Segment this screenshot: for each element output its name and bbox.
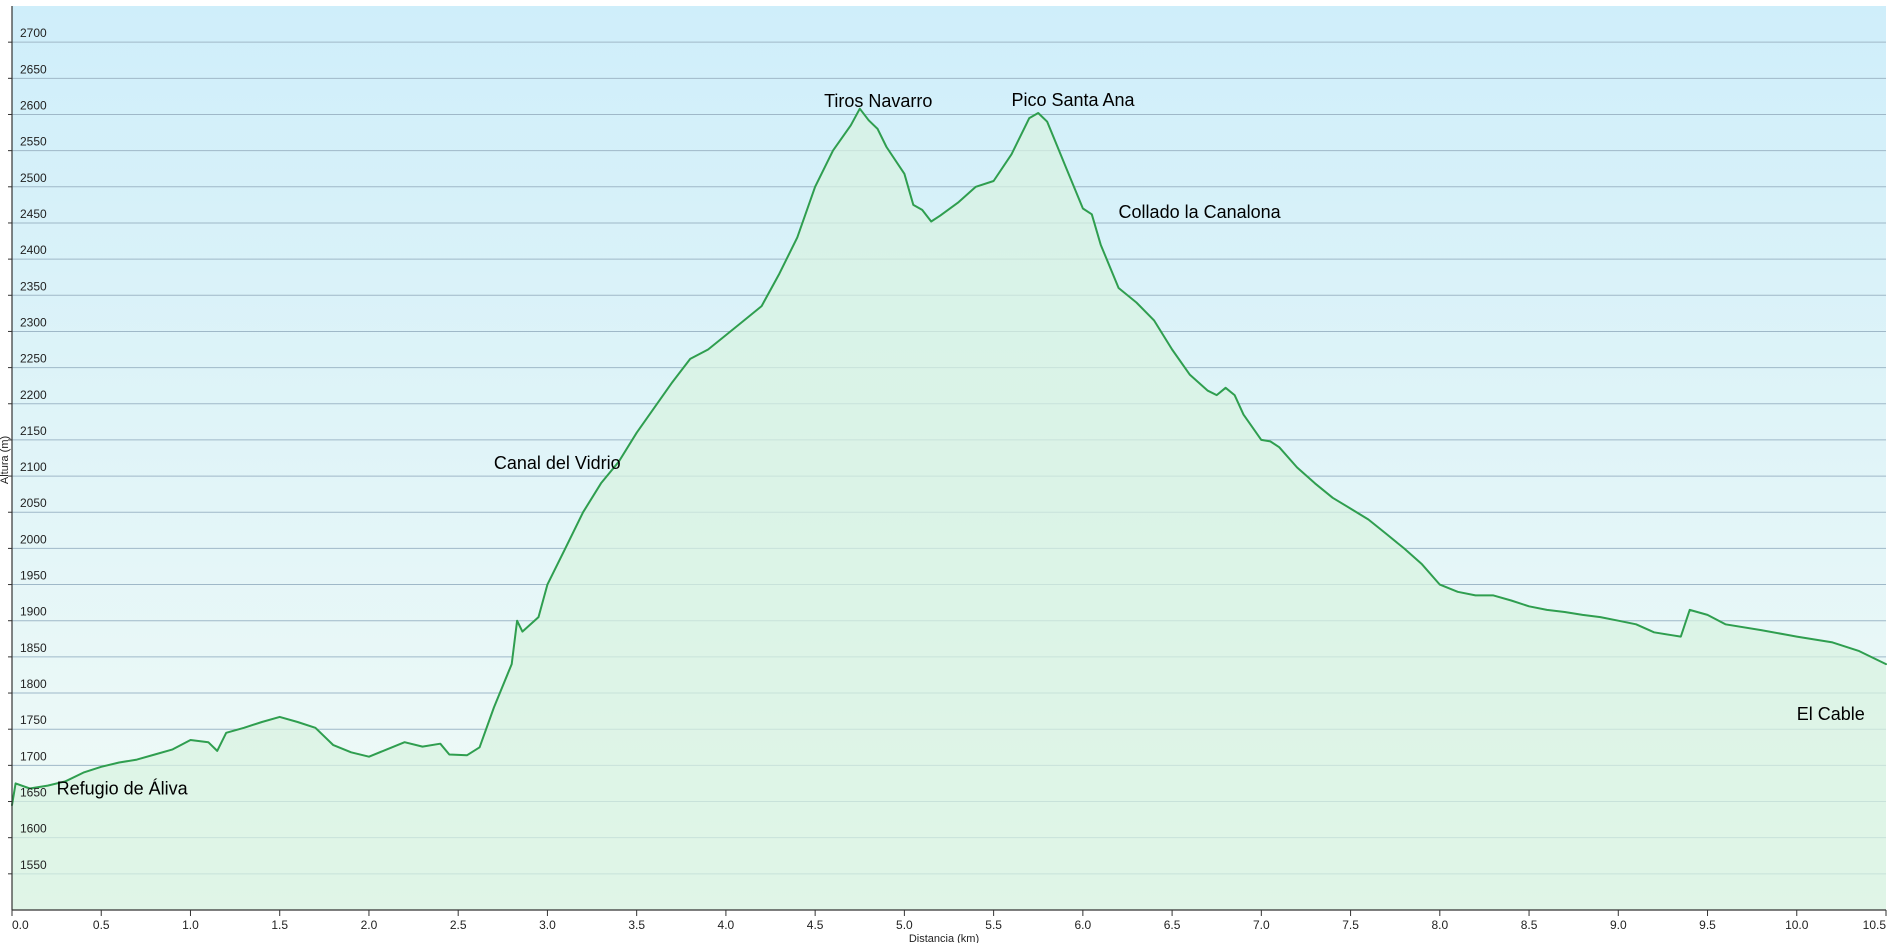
y-tick-label: 2600 (20, 98, 47, 112)
y-tick-label: 1950 (20, 569, 47, 583)
x-tick-label: 4.5 (807, 918, 824, 932)
elevation-profile-line (11, 107, 1887, 807)
x-tick-label: 3.5 (628, 918, 645, 932)
y-tick-label: 2100 (20, 460, 47, 474)
x-tick-label: 5.5 (985, 918, 1002, 932)
y-tick-label: 2400 (20, 243, 47, 257)
y-tick-label: 2300 (20, 315, 47, 329)
x-tick-label: 9.0 (1610, 918, 1627, 932)
y-axis-title: Altura (m) (0, 436, 11, 484)
y-tick-label: 1800 (20, 677, 47, 691)
x-tick-label: 9.5 (1699, 918, 1716, 932)
elevation-annotation: Collado la Canalona (1119, 202, 1282, 222)
x-tick-label: 0.0 (12, 918, 29, 932)
y-tick-label: 2350 (20, 279, 47, 293)
y-axis-ticks: 1550 1600 1650 1700 1750 1800 1850 1900 1950 2000… (8, 26, 47, 875)
x-tick-label: 7.0 (1253, 918, 1270, 932)
y-tick-label: 1600 (20, 822, 47, 836)
y-tick-label: 2450 (20, 207, 47, 221)
x-tick-label: 2.0 (361, 918, 378, 932)
y-tick-label: 2650 (20, 62, 47, 76)
x-axis-ticks: 0.0 0.5 1.0 1.5 2.0 2.5 3.0 3.5 4.0 4.5 5.0 5.5 6.0 6… (11, 910, 1887, 932)
y-tick-label: 2000 (20, 532, 47, 546)
x-tick-label: 10.5 (1863, 918, 1887, 932)
elevation-area-fill (12, 108, 1886, 910)
elevation-annotation: Tiros Navarro (824, 91, 932, 111)
y-tick-label: 2200 (20, 388, 47, 402)
elevation-annotation: Pico Santa Ana (1011, 90, 1135, 110)
x-tick-label: 10.0 (1785, 918, 1809, 932)
x-tick-label: 4.0 (718, 918, 735, 932)
y-tick-label: 1550 (20, 858, 47, 872)
x-tick-label: 3.0 (539, 918, 556, 932)
x-tick-label: 8.5 (1521, 918, 1538, 932)
x-tick-label: 1.0 (182, 918, 199, 932)
x-tick-label: 1.5 (271, 918, 288, 932)
y-tick-label: 2700 (20, 26, 47, 40)
y-tick-label: 2150 (20, 424, 47, 438)
y-tick-label: 2050 (20, 496, 47, 510)
y-tick-label: 2550 (20, 135, 47, 149)
x-tick-label: 7.5 (1342, 918, 1359, 932)
y-tick-label: 2250 (20, 352, 47, 366)
elevation-annotation: Canal del Vidrio (494, 453, 621, 473)
x-tick-label: 2.5 (450, 918, 467, 932)
elevation-annotation: El Cable (1797, 704, 1865, 724)
annotations: Refugio de Áliva Canal del Vidrio Tiros Na… (57, 90, 1865, 798)
y-tick-label: 1650 (20, 786, 47, 800)
elevation-annotation: Refugio de Áliva (57, 778, 189, 798)
x-tick-label: 8.0 (1431, 918, 1448, 932)
x-tick-label: 6.0 (1075, 918, 1092, 932)
y-tick-label: 1850 (20, 641, 47, 655)
y-tick-label: 1700 (20, 749, 47, 763)
y-tick-label: 2500 (20, 171, 47, 185)
y-tick-label: 1900 (20, 605, 47, 619)
x-tick-label: 0.5 (93, 918, 110, 932)
x-axis-title: Distancia (km) (909, 933, 979, 943)
y-tick-label: 1750 (20, 713, 47, 727)
x-tick-label: 6.5 (1164, 918, 1181, 932)
x-tick-label: 5.0 (896, 918, 913, 932)
